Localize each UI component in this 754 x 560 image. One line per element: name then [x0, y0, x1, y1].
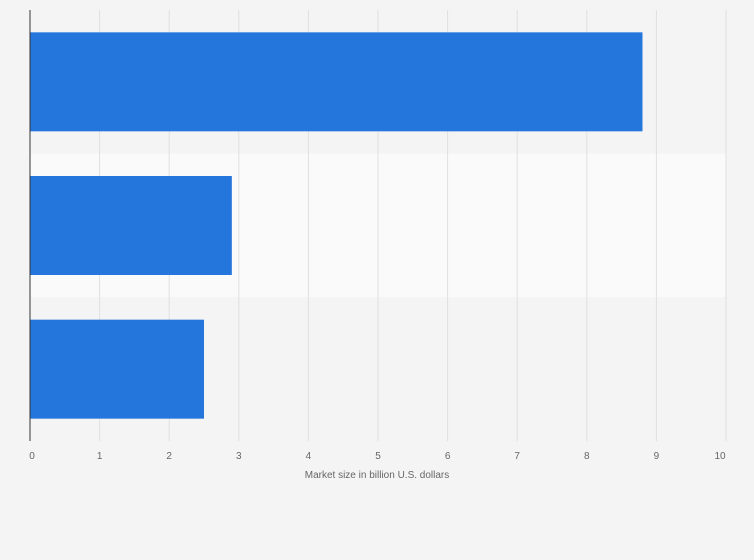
- x-tick-labels: 0 1 2 3 4 5 6 7 8 9 10: [29, 451, 726, 462]
- x-tick-label: 3: [236, 451, 242, 462]
- bar: [30, 319, 204, 419]
- x-tick-label: 7: [514, 451, 520, 462]
- x-tick-label: 4: [306, 451, 312, 462]
- x-tick-label: 10: [714, 451, 726, 462]
- x-tick-label: 5: [375, 451, 381, 462]
- x-tick-label: 8: [584, 451, 590, 462]
- x-tick-label: 2: [166, 451, 172, 462]
- x-tick-label: 1: [97, 451, 103, 462]
- bar: [30, 32, 643, 132]
- x-tick-label: 6: [445, 451, 451, 462]
- x-axis-title: Market size in billion U.S. dollars: [305, 470, 450, 481]
- bar: [30, 176, 232, 275]
- x-tick-label: 0: [29, 451, 35, 462]
- x-tick-label: 9: [654, 451, 660, 462]
- bars: [30, 32, 643, 419]
